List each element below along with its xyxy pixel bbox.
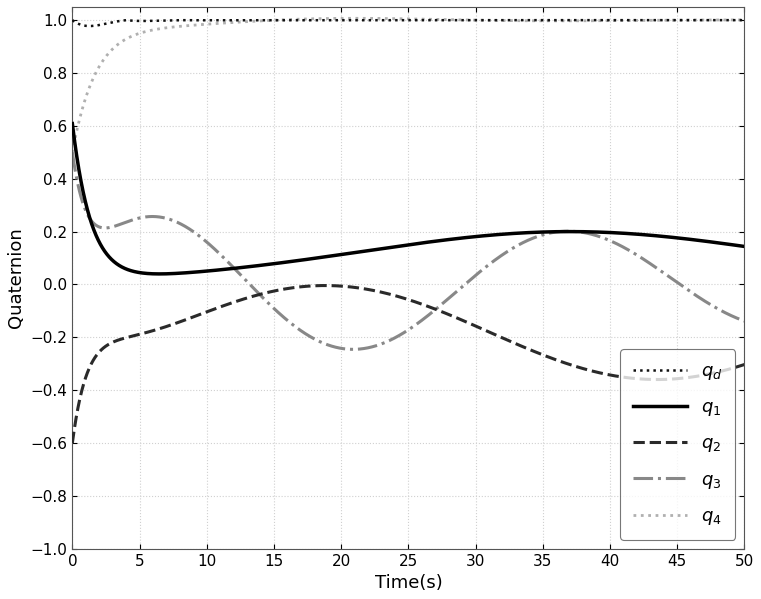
- $q_1$: [155, 270, 164, 277]
- $q_1$: [199, 268, 209, 275]
- $q_4$: [131, 31, 140, 38]
- $q_d$: [94, 22, 103, 29]
- $q_4$: [351, 15, 360, 22]
- $q_4$: [93, 66, 102, 73]
- $q_d$: [85, 22, 94, 29]
- $q_4$: [265, 17, 274, 24]
- Line: $q_2$: $q_2$: [72, 286, 744, 443]
- $q_1$: [265, 261, 274, 268]
- $q_d$: [265, 17, 274, 24]
- $q_3$: [740, 317, 749, 325]
- $q_d$: [740, 17, 749, 24]
- Line: $q_d$: $q_d$: [72, 20, 744, 26]
- $q_1$: [414, 240, 423, 247]
- $q_3$: [199, 236, 209, 243]
- $q_3$: [197, 234, 206, 241]
- Y-axis label: Quaternion: Quaternion: [7, 228, 25, 328]
- Line: $q_3$: $q_3$: [72, 152, 744, 349]
- $q_d$: [68, 17, 77, 24]
- $q_3$: [414, 319, 423, 326]
- $q_2$: [131, 332, 140, 339]
- $q_2$: [414, 300, 423, 307]
- $q_4$: [740, 16, 749, 23]
- $q_2$: [197, 310, 206, 317]
- X-axis label: Time(s): Time(s): [374, 574, 442, 592]
- $q_4$: [414, 16, 423, 23]
- $q_1$: [93, 235, 102, 243]
- $q_d$: [414, 17, 423, 24]
- $q_1$: [740, 243, 749, 250]
- Legend: $q_d$, $q_1$, $q_2$, $q_3$, $q_4$: $q_d$, $q_1$, $q_2$, $q_3$, $q_4$: [620, 349, 735, 540]
- $q_4$: [199, 21, 209, 28]
- $q_d$: [197, 17, 206, 24]
- $q_3$: [93, 223, 102, 230]
- $q_d$: [132, 17, 141, 25]
- $q_3$: [68, 149, 77, 156]
- Line: $q_4$: $q_4$: [72, 19, 744, 152]
- $q_2$: [320, 282, 330, 289]
- $q_3$: [265, 300, 274, 307]
- $q_2$: [199, 309, 209, 316]
- $q_1$: [131, 268, 140, 276]
- $q_1$: [197, 268, 206, 275]
- $q_2$: [265, 289, 274, 296]
- $q_3$: [131, 215, 140, 222]
- $q_2$: [740, 361, 749, 368]
- $q_d$: [199, 17, 209, 24]
- Line: $q_1$: $q_1$: [72, 123, 744, 274]
- $q_4$: [68, 149, 77, 156]
- $q_4$: [197, 21, 206, 28]
- $q_1$: [68, 120, 77, 127]
- $q_3$: [349, 346, 358, 353]
- $q_2$: [93, 350, 102, 358]
- $q_2$: [68, 439, 77, 446]
